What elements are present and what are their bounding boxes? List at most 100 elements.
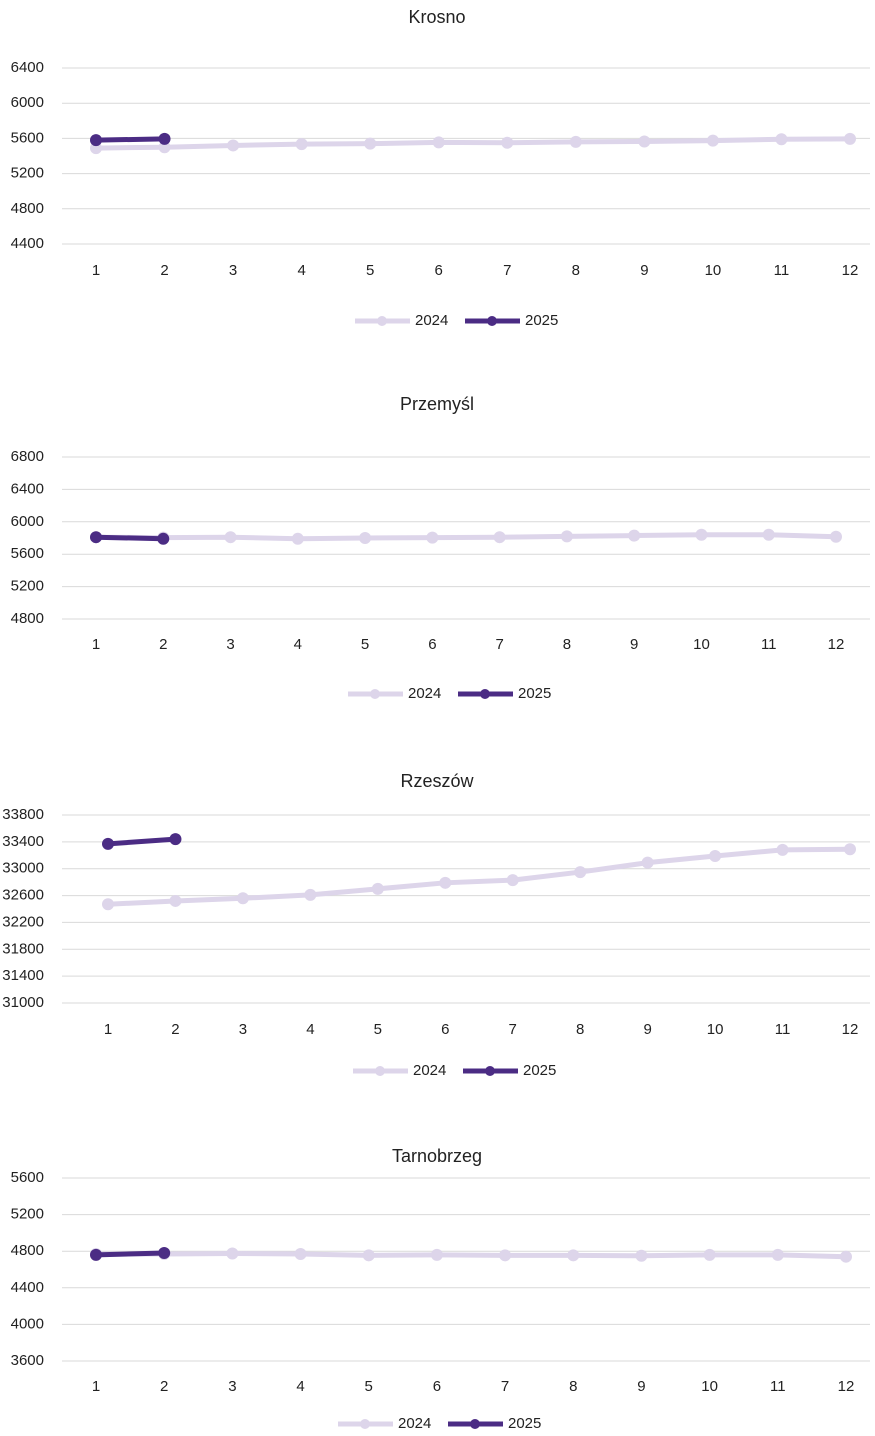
y-tick-label: 33800: [2, 806, 44, 823]
x-tick-label: 6: [435, 262, 443, 279]
y-tick-label: 6800: [11, 448, 44, 465]
data-point: [291, 532, 304, 545]
y-tick-label: 31800: [2, 940, 44, 957]
chart-title: Przemyśl: [400, 394, 474, 414]
legend-label: 2024: [408, 685, 441, 702]
x-tick-label: 2: [159, 636, 167, 653]
x-tick-label: 11: [770, 1378, 786, 1395]
x-tick-label: 11: [774, 262, 790, 279]
x-tick-label: 7: [495, 636, 503, 653]
data-point: [439, 876, 452, 889]
x-tick-label: 8: [576, 1021, 584, 1038]
data-point: [840, 1250, 852, 1263]
data-point: [236, 892, 249, 905]
data-point: [362, 1249, 375, 1262]
data-point: [638, 135, 651, 148]
chart-title: Tarnobrzeg: [392, 1146, 482, 1166]
data-point: [709, 849, 722, 862]
y-tick-label: 32200: [2, 913, 44, 930]
x-tick-label: 12: [828, 636, 845, 653]
legend-marker: [470, 1419, 480, 1429]
data-point: [224, 531, 237, 544]
y-tick-label: 6000: [11, 513, 44, 530]
data-point: [169, 894, 182, 907]
x-tick-label: 1: [92, 1378, 100, 1395]
data-point: [90, 134, 102, 147]
x-tick-label: 9: [637, 1378, 645, 1395]
y-tick-label: 4400: [11, 1279, 44, 1296]
data-point: [703, 1248, 716, 1261]
x-tick-label: 10: [707, 1021, 724, 1038]
legend-label: 2025: [523, 1062, 556, 1079]
legend-label: 2025: [508, 1415, 541, 1432]
series-line: [95, 136, 165, 143]
y-tick-label: 32600: [2, 887, 44, 904]
series-line: [95, 532, 837, 542]
series-line: [107, 846, 851, 907]
x-tick-label: 8: [569, 1378, 577, 1395]
x-tick-label: 4: [297, 262, 305, 279]
data-point: [567, 1249, 580, 1262]
y-tick-label: 5200: [11, 578, 44, 595]
data-point: [771, 1248, 784, 1261]
data-point: [364, 137, 377, 150]
data-point: [506, 874, 519, 887]
y-tick-label: 4400: [11, 235, 44, 252]
x-tick-label: 9: [643, 1021, 651, 1038]
series-line: [95, 534, 164, 542]
y-tick-label: 4000: [11, 1315, 44, 1332]
x-tick-label: 2: [160, 262, 168, 279]
data-point: [776, 843, 789, 856]
x-tick-label: 12: [842, 262, 859, 279]
data-point: [493, 531, 506, 544]
x-tick-label: 11: [761, 636, 777, 653]
x-tick-label: 9: [640, 262, 648, 279]
data-point: [157, 532, 170, 545]
y-tick-label: 5600: [11, 1169, 44, 1186]
data-point: [295, 138, 308, 151]
x-tick-label: 2: [171, 1021, 179, 1038]
x-tick-label: 7: [503, 262, 511, 279]
data-point: [227, 139, 240, 152]
x-tick-label: 3: [228, 1378, 236, 1395]
y-tick-label: 6000: [11, 94, 44, 111]
x-tick-label: 3: [239, 1021, 247, 1038]
data-point: [304, 888, 317, 901]
y-tick-label: 5600: [11, 545, 44, 562]
x-tick-label: 5: [361, 636, 369, 653]
data-point: [574, 866, 587, 879]
x-tick-label: 4: [294, 636, 302, 653]
data-point: [158, 141, 171, 154]
data-point: [695, 528, 708, 541]
series-line: [96, 1250, 847, 1260]
chart-title: Krosno: [408, 7, 465, 27]
data-point: [226, 1247, 239, 1260]
y-tick-label: 5200: [11, 1206, 44, 1223]
data-point: [706, 134, 719, 147]
y-tick-label: 33000: [2, 860, 44, 877]
x-tick-label: 11: [775, 1021, 791, 1038]
data-point: [430, 1248, 443, 1261]
data-point: [501, 136, 514, 149]
series-line: [95, 1250, 165, 1258]
data-point: [294, 1247, 307, 1260]
y-tick-label: 31000: [2, 994, 44, 1011]
chart-title: Rzeszów: [400, 771, 474, 791]
x-tick-label: 8: [572, 262, 580, 279]
legend-marker: [480, 689, 490, 699]
x-tick-label: 10: [701, 1378, 718, 1395]
data-point: [844, 132, 856, 145]
y-tick-label: 6400: [11, 59, 44, 76]
x-tick-label: 9: [630, 636, 638, 653]
data-point: [158, 132, 171, 145]
data-point: [90, 1248, 102, 1261]
x-tick-label: 10: [705, 262, 722, 279]
x-tick-label: 1: [104, 1021, 112, 1038]
series-line: [107, 836, 176, 847]
legend-marker: [377, 316, 387, 326]
x-tick-label: 1: [92, 636, 100, 653]
x-tick-label: 12: [838, 1378, 855, 1395]
x-tick-label: 4: [306, 1021, 314, 1038]
data-point: [90, 531, 102, 544]
